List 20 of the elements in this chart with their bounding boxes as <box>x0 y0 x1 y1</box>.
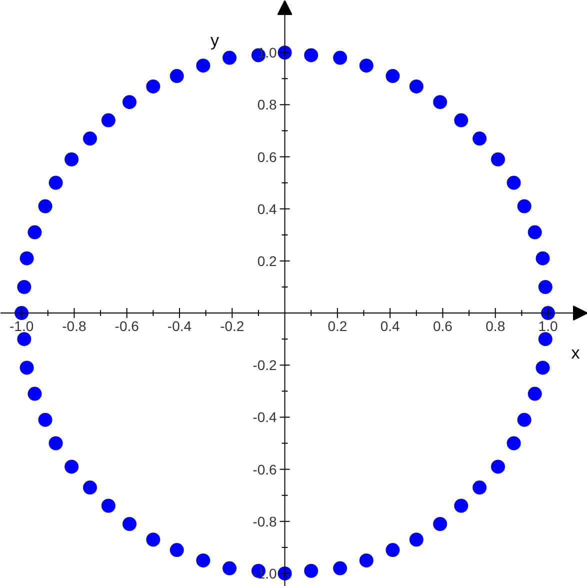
x-tick-label: -0.6 <box>114 318 140 334</box>
y-tick-label: 0.2 <box>257 252 277 269</box>
y-tick-label: 0.6 <box>257 148 277 165</box>
y-axis-title: y <box>210 31 220 50</box>
x-tick-label: 0.4 <box>380 318 400 334</box>
x-tick-label: 0.8 <box>486 318 506 334</box>
x-tick-label: -0.8 <box>62 318 86 334</box>
y-tick-label: 0.8 <box>257 96 277 113</box>
x-axis-title: x <box>571 344 580 363</box>
x-tick-label: 1.0 <box>538 318 558 334</box>
y-tick-label: -0.4 <box>252 409 277 426</box>
y-tick-label: -0.8 <box>252 513 277 530</box>
x-tick-label: 0.6 <box>432 318 453 334</box>
y-tick-label: -0.2 <box>252 357 277 374</box>
x-tick-label: -0.4 <box>167 318 192 334</box>
y-tick-label: 0.4 <box>257 200 277 217</box>
x-tick-label: -0.2 <box>220 318 244 334</box>
x-tick-label: 0.2 <box>328 318 348 334</box>
y-tick-label: -0.6 <box>252 461 277 478</box>
x-tick-label: -1.0 <box>9 318 34 334</box>
